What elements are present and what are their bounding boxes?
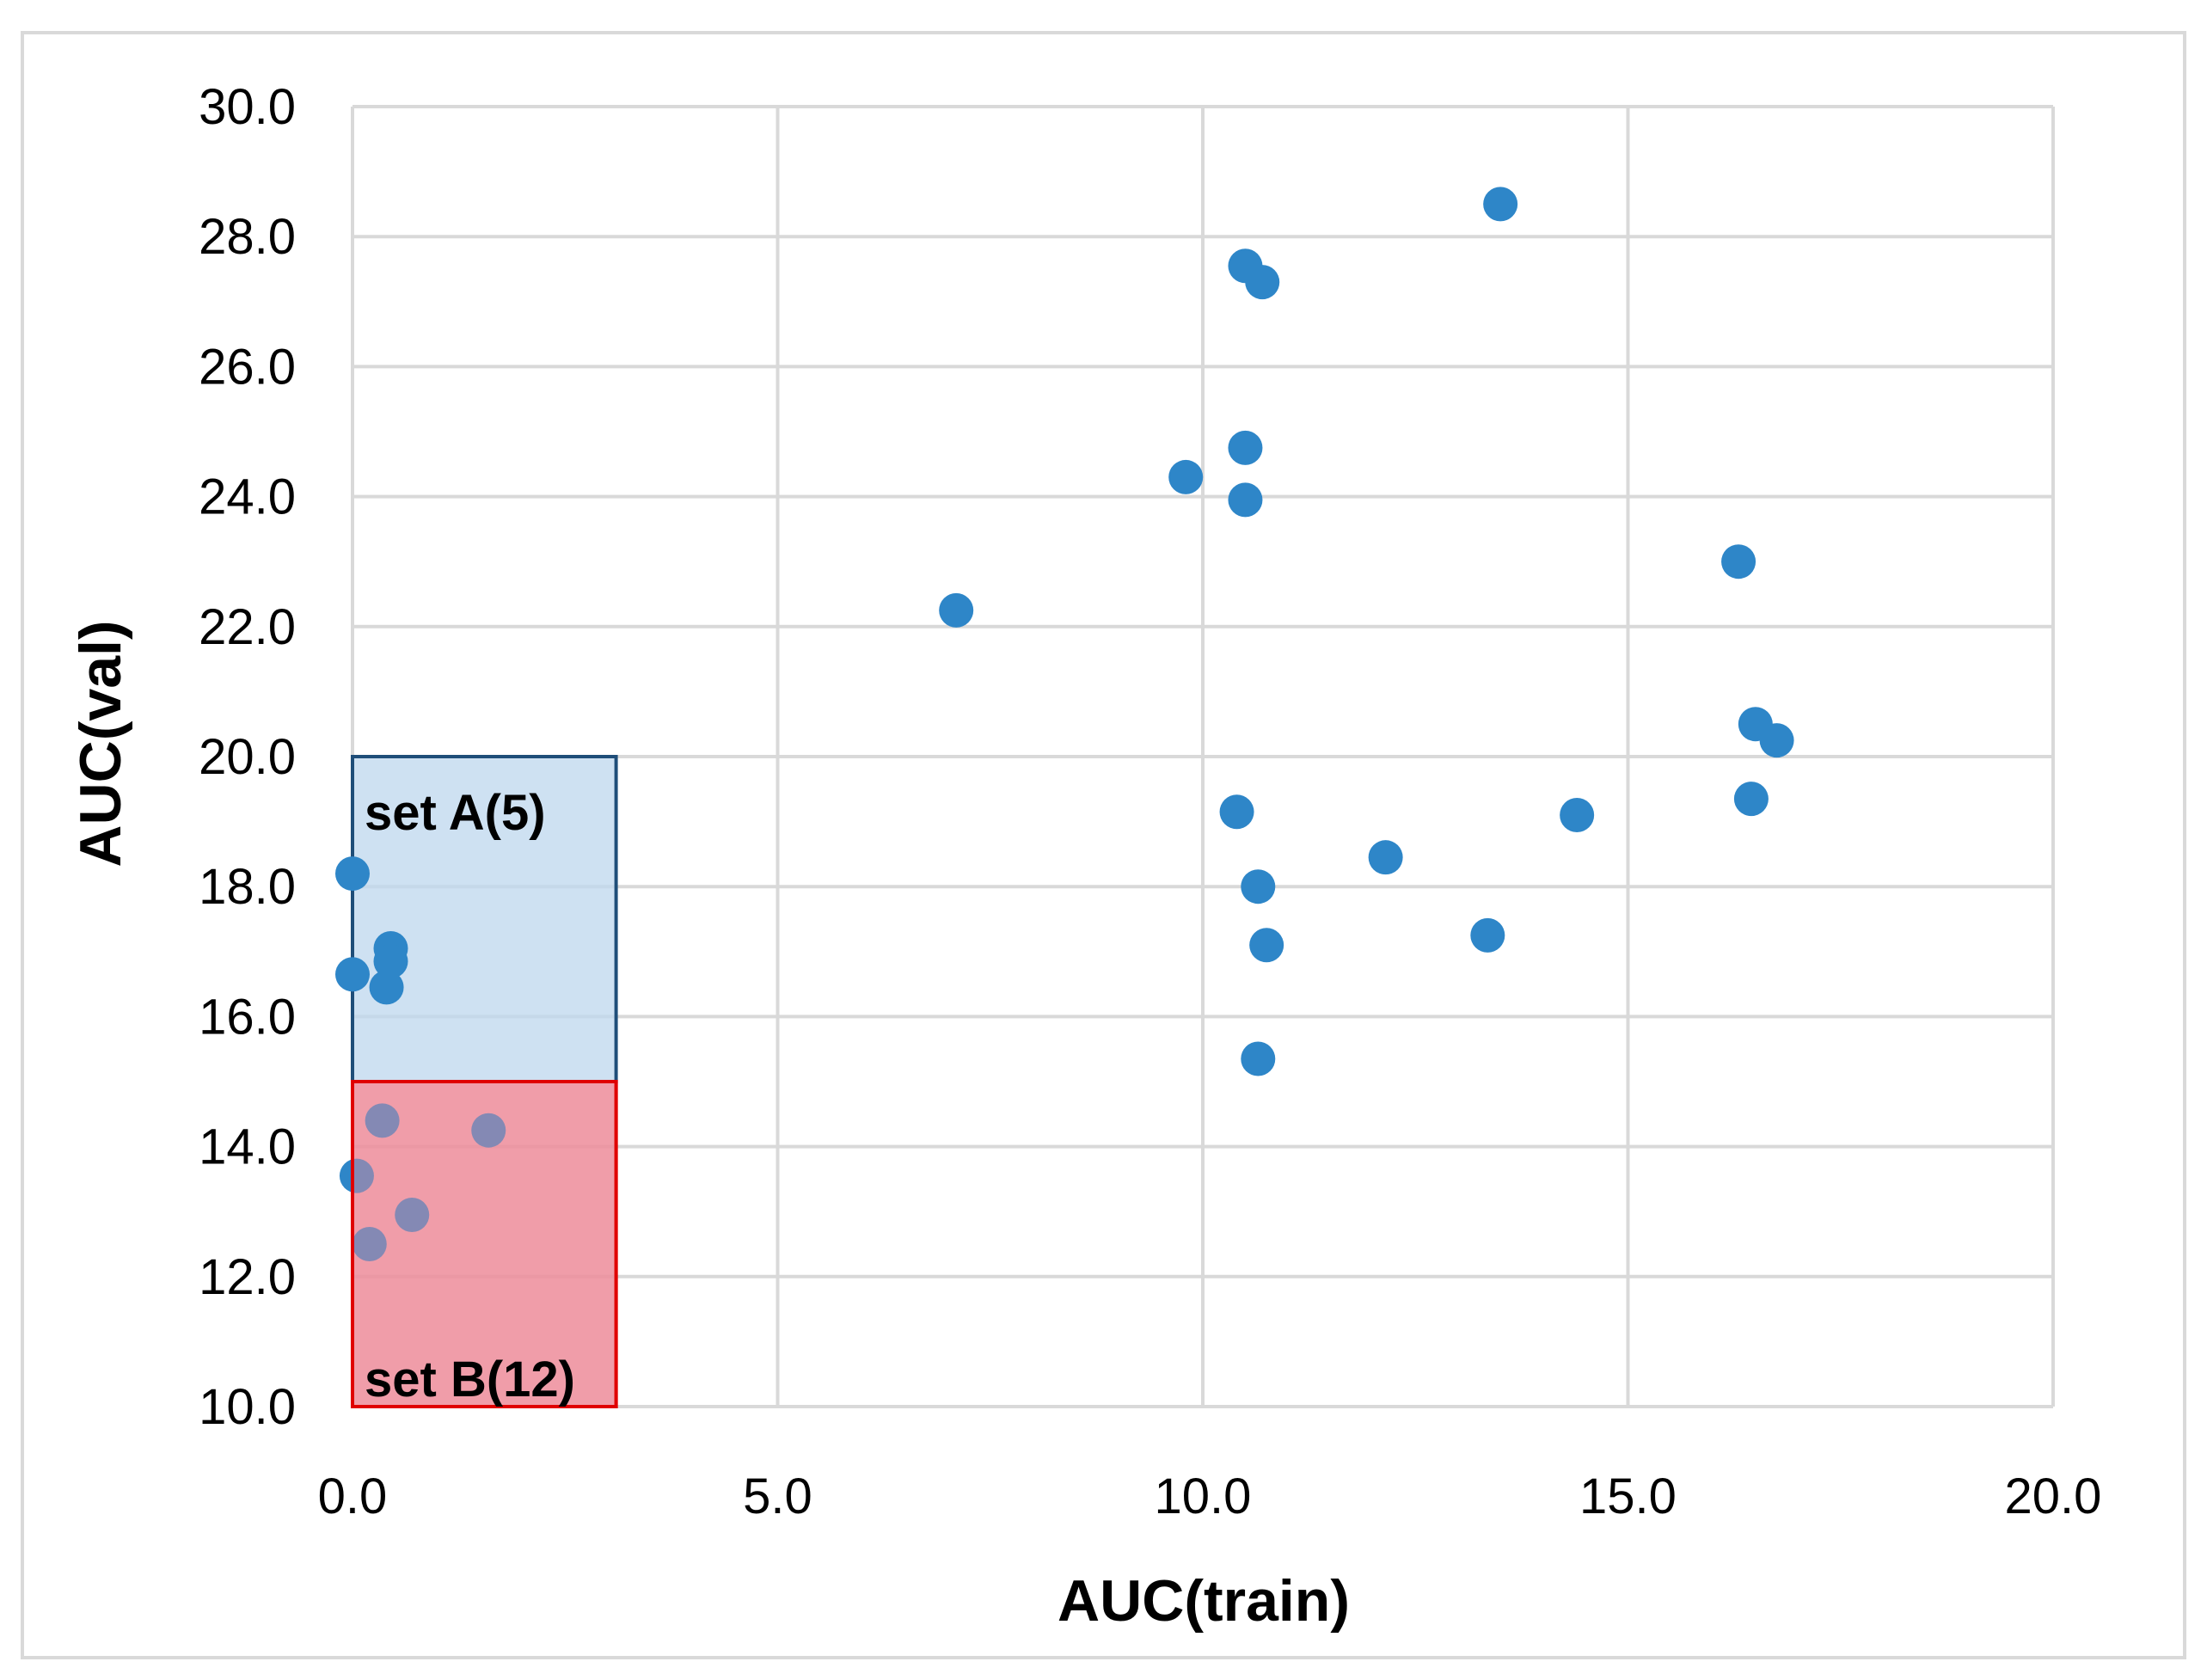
y-tick-label: 18.0 — [199, 859, 296, 915]
y-tick-label: 12.0 — [199, 1249, 296, 1305]
x-tick-label: 20.0 — [2005, 1468, 2102, 1524]
x-tick-label: 15.0 — [1579, 1468, 1677, 1524]
data-point — [1249, 928, 1284, 963]
data-point — [1219, 794, 1254, 830]
x-axis-ticks: 0.0 5.0 10.0 15.0 20.0 — [318, 1468, 2102, 1524]
y-tick-label: 10.0 — [199, 1379, 296, 1435]
data-point — [1241, 869, 1276, 904]
data-point — [471, 1113, 506, 1148]
data-point — [1228, 482, 1263, 518]
data-point — [1470, 917, 1505, 953]
data-point — [335, 957, 370, 992]
region-label-set-b: set B(12) — [365, 1352, 575, 1407]
data-point — [1228, 430, 1263, 465]
region-labels: set A(5) set B(12) — [365, 785, 575, 1407]
data-point — [335, 856, 370, 892]
chart-frame — [21, 31, 2186, 1659]
region-label-set-a: set A(5) — [365, 785, 546, 841]
data-point — [1759, 723, 1794, 758]
data-point — [352, 1227, 387, 1261]
y-tick-label: 14.0 — [199, 1119, 296, 1175]
data-point — [1245, 265, 1280, 300]
y-tick-label: 22.0 — [199, 599, 296, 655]
gridlines — [351, 105, 2055, 1408]
data-point — [1560, 798, 1595, 833]
y-axis-ticks: 10.0 12.0 14.0 16.0 18.0 20.0 22.0 24.0 26.0 28.0… — [199, 79, 296, 1435]
x-tick-label: 5.0 — [743, 1468, 812, 1524]
data-point — [365, 1103, 400, 1138]
data-point — [1483, 187, 1518, 222]
data-point — [1368, 840, 1403, 875]
x-tick-label: 0.0 — [318, 1468, 388, 1524]
data-point — [1733, 782, 1769, 817]
data-point — [1241, 1041, 1276, 1076]
y-tick-label: 26.0 — [199, 339, 296, 395]
region-b-overlay — [351, 1080, 618, 1408]
y-tick-label: 30.0 — [199, 79, 296, 135]
data-point — [1168, 459, 1204, 494]
y-tick-label: 24.0 — [199, 469, 296, 525]
data-point — [339, 1158, 374, 1193]
x-axis-title: AUC(train) — [1058, 1568, 1350, 1634]
y-tick-label: 20.0 — [199, 729, 296, 785]
data-point — [395, 1197, 430, 1232]
data-point — [369, 970, 404, 1005]
data-point — [939, 592, 974, 628]
y-tick-label: 16.0 — [199, 989, 296, 1045]
x-tick-label: 10.0 — [1155, 1468, 1252, 1524]
data-points — [335, 187, 1794, 1408]
y-tick-label: 28.0 — [199, 209, 296, 265]
y-axis-title: AUC(val) — [68, 620, 133, 867]
data-point — [1721, 544, 1756, 579]
data-point — [373, 944, 408, 979]
